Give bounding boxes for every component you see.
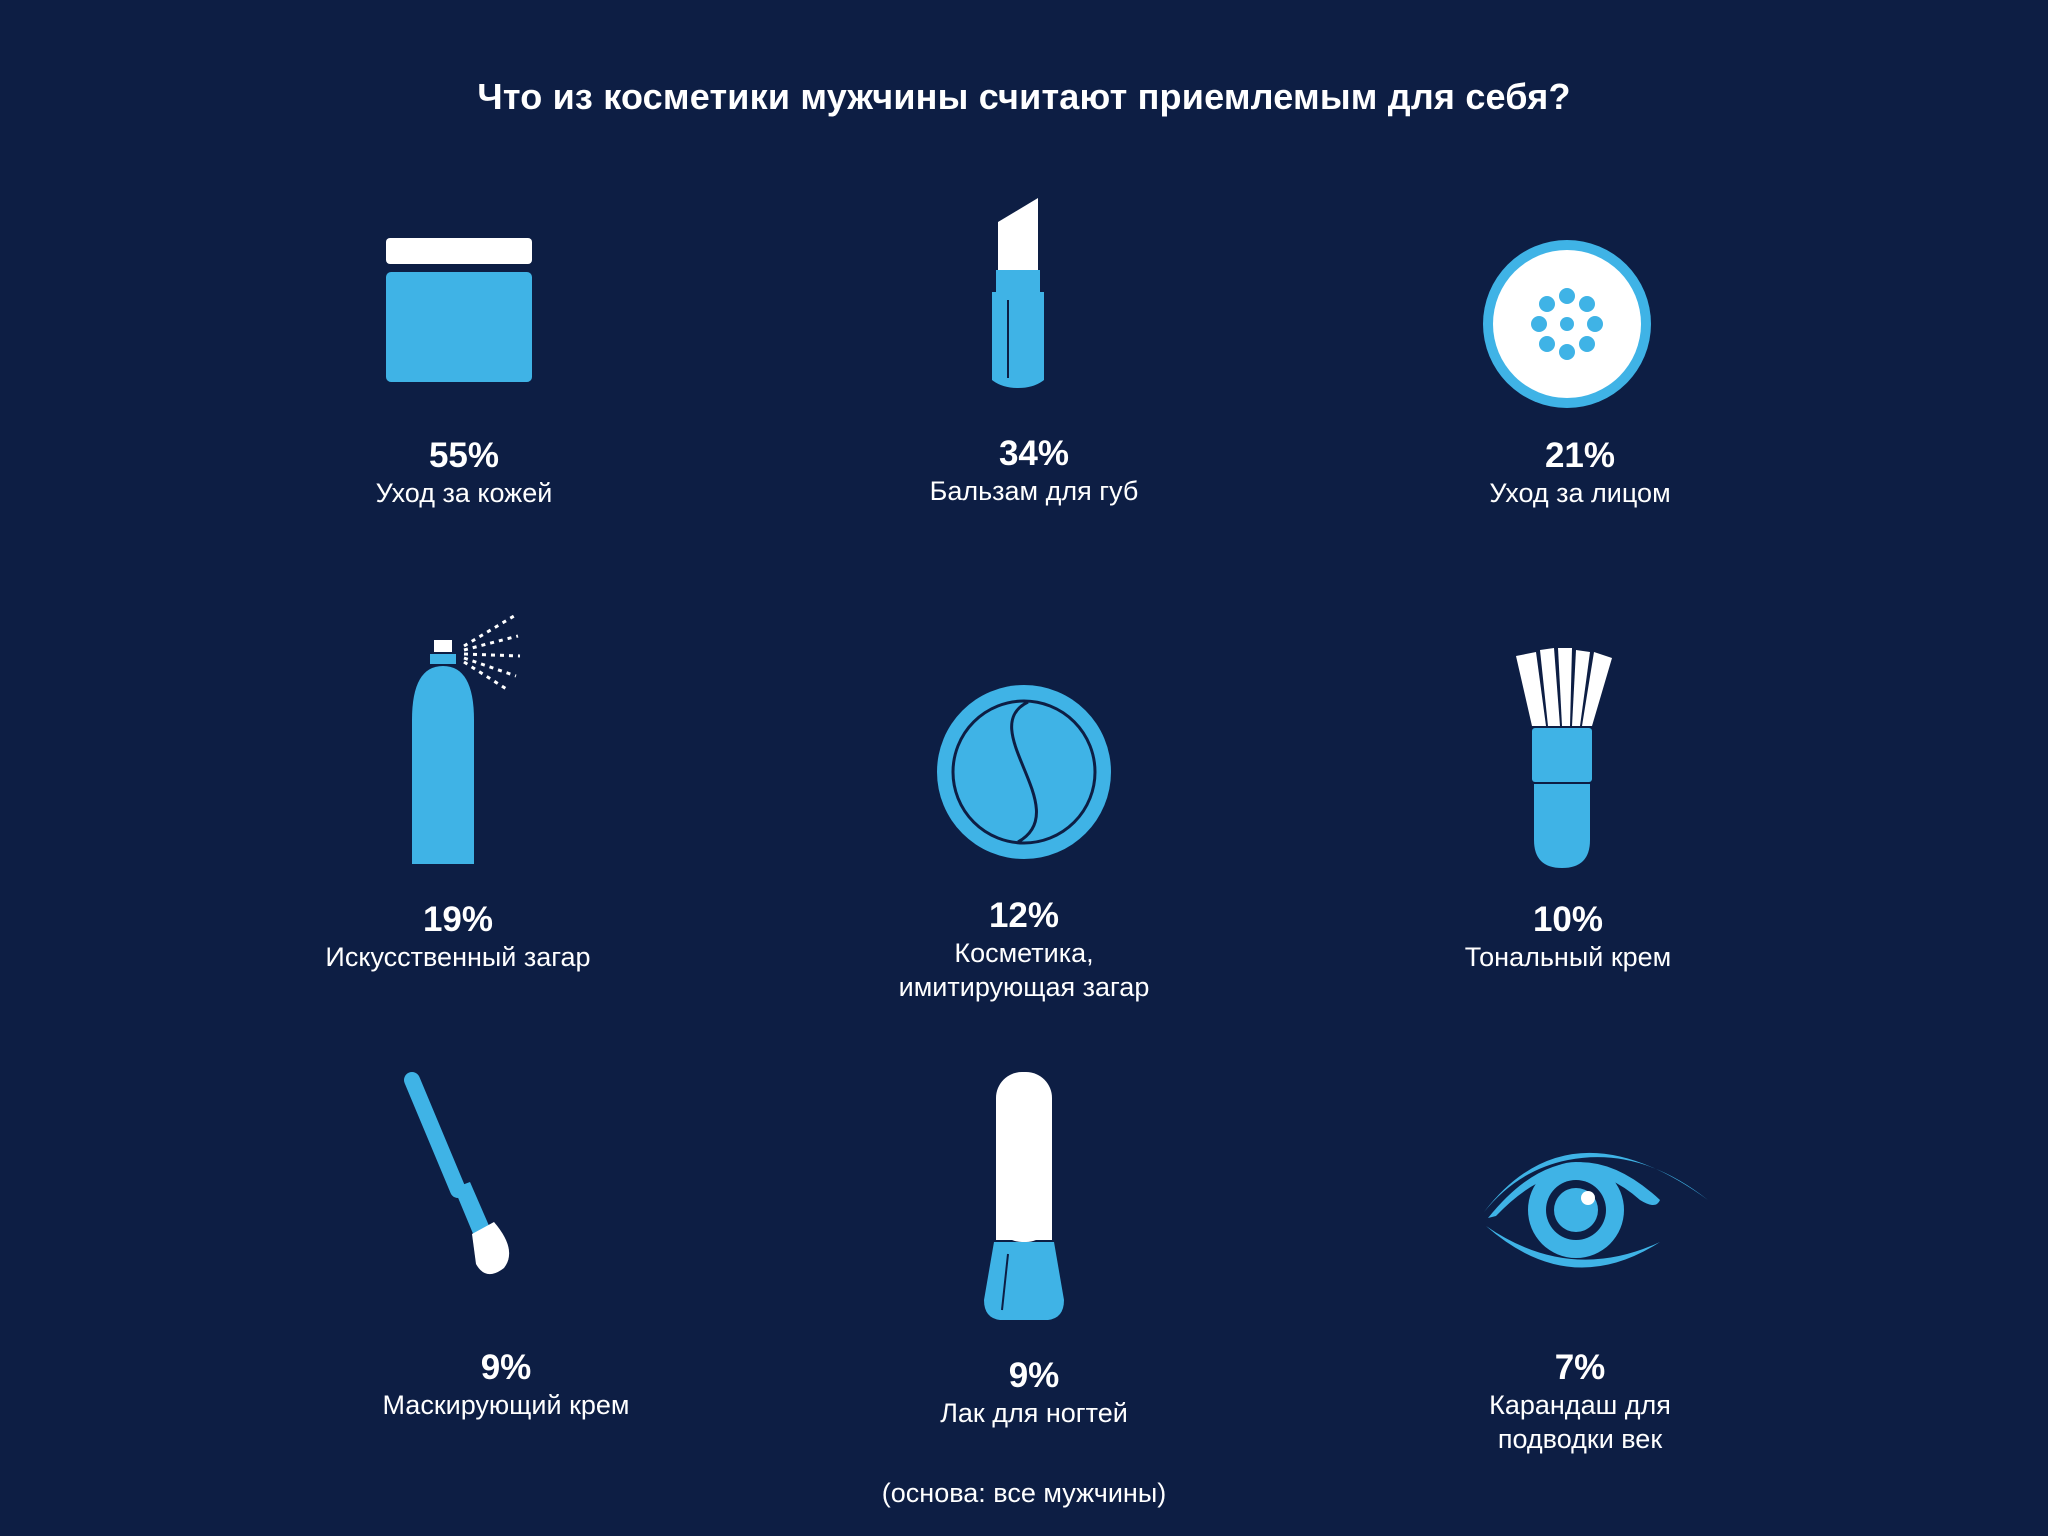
eye-icon: [1320, 1050, 1840, 1350]
item-label: Уход за кожей: [375, 478, 553, 508]
item-value: 21%: [1544, 436, 1616, 475]
chart-title: Что из косметики мужчины считают приемле…: [477, 76, 1571, 117]
item-label: Бальзам для губ: [929, 476, 1139, 506]
item-label-line-1: Косметика,: [954, 938, 1094, 968]
item-label: Маскирующий крем: [382, 1390, 630, 1420]
item-label: Искусственный загар: [325, 942, 591, 972]
item-value: 7%: [1554, 1348, 1606, 1387]
cream-jar-icon: [204, 150, 724, 450]
item-value: 19%: [422, 900, 494, 939]
concealer-brush-icon: [246, 1050, 766, 1350]
item-label-line-2: имитирующая загар: [898, 972, 1150, 1002]
item-label: Лак для ногтей: [940, 1398, 1128, 1428]
item-value: 55%: [428, 436, 500, 475]
item-value: 9%: [480, 1348, 532, 1387]
foundation-brush-icon: [1308, 600, 1828, 900]
item-value: 9%: [1008, 1356, 1060, 1395]
nail-polish-icon: [774, 1050, 1294, 1350]
item-label: Тональный крем: [1464, 942, 1672, 972]
spray-can-icon: [198, 600, 718, 900]
bronzer-compact-icon: [764, 600, 1284, 900]
face-care-icon: [1320, 150, 1840, 450]
item-label-line-2: подводки век: [1497, 1424, 1663, 1454]
item-value: 10%: [1532, 900, 1604, 939]
item-label-line-1: Карандаш для: [1489, 1390, 1671, 1420]
lipstick-icon: [774, 150, 1294, 450]
base-note: (основа: все мужчины): [881, 1478, 1167, 1508]
item-value: 34%: [998, 434, 1070, 473]
item-value: 12%: [988, 896, 1060, 935]
item-label: Уход за лицом: [1489, 478, 1671, 508]
